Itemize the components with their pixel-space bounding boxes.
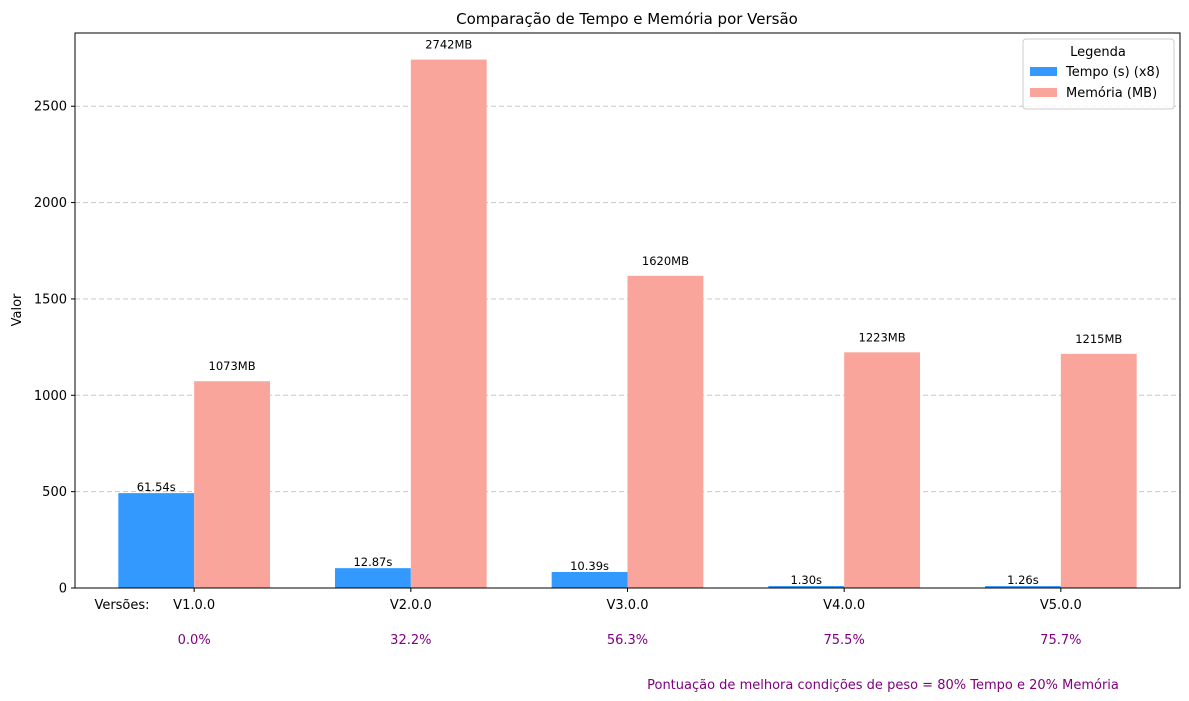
y-tick-label: 0 xyxy=(59,582,67,597)
bar-label-tempo: 61.54s xyxy=(137,480,176,494)
legend-title: Legenda xyxy=(1070,45,1126,60)
improvement-score: 75.5% xyxy=(824,633,865,648)
legend-box xyxy=(1022,38,1175,110)
x-tick-label: V1.0.0 xyxy=(173,598,215,613)
bar-tempo xyxy=(118,493,195,588)
legend-label-memoria: Memória (MB) xyxy=(1066,86,1157,101)
legend-swatch-tempo xyxy=(1030,67,1057,76)
bar-label-tempo: 12.87s xyxy=(353,555,392,569)
versions-prefix-label: Versões: xyxy=(94,598,149,613)
y-axis-label: Valor xyxy=(10,293,25,326)
improvement-scores: 0.0% 32.2% 56.3% 75.5% 75.7% xyxy=(178,633,1082,648)
bar-label-tempo: 1.26s xyxy=(1007,573,1039,587)
bar-label-memoria: 1073MB xyxy=(209,359,256,373)
legend-swatch-memoria xyxy=(1030,88,1057,97)
y-tick-label: 2500 xyxy=(34,100,67,115)
bar-memoria xyxy=(627,275,704,588)
bar-tempo xyxy=(335,568,411,588)
bar-tempo xyxy=(768,585,845,588)
bar-label-tempo: 1.30s xyxy=(790,573,822,587)
bar-label-tempo: 10.39s xyxy=(570,559,609,573)
x-axis: V1.0.0 V2.0.0 V3.0.0 V4.0.0 V5.0.0 xyxy=(173,588,1082,613)
bar-label-memoria: 1215MB xyxy=(1075,332,1122,346)
bar-value-labels: 61.54s 1073MB 12.87s 2742MB 10.39s 1620MB 1.30… xyxy=(137,38,1123,587)
bar-tempo xyxy=(985,586,1061,588)
bar-label-memoria: 1223MB xyxy=(859,330,906,344)
bar-memoria xyxy=(844,352,920,588)
improvement-score: 0.0% xyxy=(178,633,211,648)
bar-memoria xyxy=(1060,353,1137,588)
bar-label-memoria: 1620MB xyxy=(642,254,689,268)
improvement-score: 75.7% xyxy=(1040,633,1081,648)
bar-label-memoria: 2742MB xyxy=(425,38,472,52)
y-axis: 0 500 1000 1500 2000 2500 xyxy=(34,100,75,597)
improvement-score: 56.3% xyxy=(607,633,648,648)
y-tick-label: 500 xyxy=(42,485,67,500)
y-tick-label: 1500 xyxy=(34,292,67,307)
bar-tempo xyxy=(551,571,628,588)
improvement-score: 32.2% xyxy=(390,633,431,648)
bar-memoria xyxy=(410,59,487,588)
improvement-note: Pontuação de melhora condições de peso =… xyxy=(647,678,1119,693)
y-tick-label: 2000 xyxy=(34,196,67,211)
x-tick-label: V4.0.0 xyxy=(823,598,865,613)
bars xyxy=(118,59,1137,588)
chart-title: Comparação de Tempo e Memória por Versão xyxy=(456,10,798,28)
x-tick-label: V2.0.0 xyxy=(390,598,432,613)
bar-memoria xyxy=(194,381,270,588)
x-tick-label: V5.0.0 xyxy=(1040,598,1082,613)
legend-label-tempo: Tempo (s) (x8) xyxy=(1065,65,1160,80)
legend: Legenda Tempo (s) (x8) Memória (MB) xyxy=(1022,38,1175,110)
y-tick-label: 1000 xyxy=(34,389,67,404)
x-tick-label: V3.0.0 xyxy=(607,598,649,613)
